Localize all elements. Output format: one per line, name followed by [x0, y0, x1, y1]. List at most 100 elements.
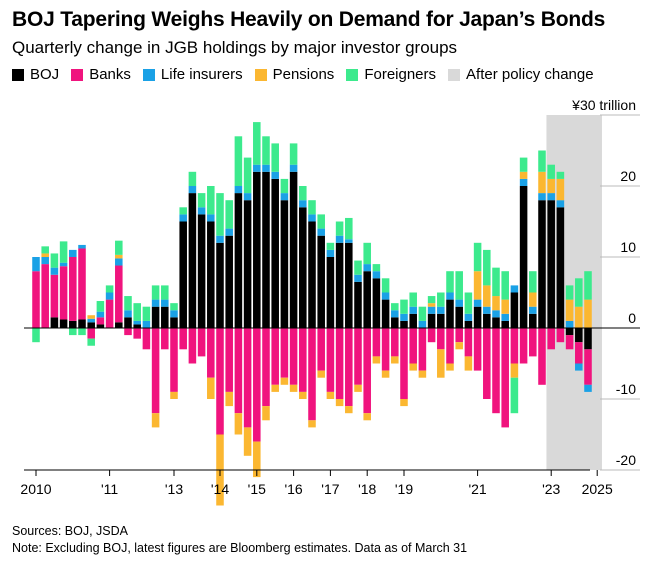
bar-boj-2021Q2: [446, 299, 454, 328]
bar-pensions-2019Q2: [372, 356, 381, 364]
sources-note: Sources: BOJ, JSDA: [12, 524, 129, 538]
bar-pensions-2016Q3: [271, 384, 279, 392]
bar-banks-2010Q4: [59, 266, 68, 320]
bar-pensions-2024Q2: [556, 178, 565, 201]
bar-life-insurers-2014Q3: [197, 207, 206, 215]
bar-life-insurers-2010Q4: [59, 262, 68, 267]
legend-label-foreigners: Foreigners: [364, 66, 437, 83]
bar-life-insurers-2024Q3: [565, 320, 574, 328]
bar-foreigners-2019Q2: [372, 264, 381, 272]
bar-boj-2011Q3: [87, 322, 95, 328]
bar-banks-2014Q2: [188, 328, 197, 364]
bar-banks-2012Q1: [105, 299, 114, 328]
x-tick-label: 2025: [582, 481, 613, 497]
bar-foreigners-2018Q3: [345, 217, 353, 240]
bar-pensions-2011Q3: [87, 315, 95, 319]
bar-pensions-2022Q2: [483, 285, 491, 307]
bar-banks-2017Q3: [308, 328, 316, 421]
bar-boj-2019Q3: [381, 299, 390, 328]
bar-foreigners-2017Q3: [308, 200, 316, 215]
bar-boj-2012Q2: [115, 322, 123, 328]
bar-banks-2014Q3: [197, 328, 206, 357]
bar-pensions-2017Q1: [289, 384, 298, 392]
bar-banks-2013Q2: [151, 328, 160, 414]
bar-foreigners-2015Q1: [216, 193, 224, 236]
bar-banks-2023Q2: [519, 328, 528, 364]
bar-life-insurers-2016Q2: [262, 164, 270, 172]
bar-life-insurers-2012Q2: [115, 258, 123, 266]
bar-life-insurers-2017Q1: [289, 164, 298, 172]
bar-pensions-2020Q2: [409, 363, 417, 371]
bar-foreigners-2025Q1: [584, 271, 592, 300]
bar-pensions-2022Q3: [492, 296, 500, 311]
legend-label-after-policy-change: After policy change: [466, 66, 594, 83]
bar-pensions-2021Q4: [464, 356, 473, 371]
bar-life-insurers-2015Q3: [234, 186, 243, 194]
bar-banks-2015Q1: [216, 328, 224, 435]
bar-banks-2019Q2: [372, 328, 381, 357]
bar-boj-2013Q4: [170, 317, 178, 328]
bar-boj-2017Q1: [289, 171, 298, 328]
bar-banks-2012Q2: [115, 265, 123, 323]
bar-foreigners-2015Q3: [234, 136, 243, 186]
bar-life-insurers-2019Q2: [372, 271, 381, 279]
bar-banks-2011Q4: [96, 317, 105, 325]
bar-pensions-2023Q1: [510, 363, 519, 378]
bar-life-insurers-2011Q1: [69, 249, 77, 257]
bar-foreigners-2020Q2: [409, 292, 417, 307]
bar-banks-2023Q4: [538, 328, 546, 385]
bar-foreigners-2016Q2: [262, 136, 270, 165]
bar-boj-2018Q1: [326, 257, 335, 328]
bar-banks-2021Q1: [437, 328, 445, 350]
y-tick-label: -20: [616, 452, 636, 468]
bar-boj-2018Q3: [345, 242, 353, 328]
bar-life-insurers-2022Q3: [492, 310, 500, 318]
bar-life-insurers-2023Q3: [529, 306, 537, 314]
bar-foreigners-2017Q2: [299, 186, 307, 201]
bar-life-insurers-2021Q2: [446, 292, 454, 300]
bar-boj-2022Q3: [492, 317, 500, 328]
bar-banks-2020Q2: [409, 328, 417, 364]
bar-life-insurers-2011Q2: [78, 244, 86, 249]
bar-boj-2014Q2: [188, 193, 197, 328]
bar-banks-2012Q3: [124, 328, 132, 336]
bar-foreigners-2019Q3: [381, 278, 390, 293]
bar-boj-2023Q3: [529, 313, 537, 328]
bar-pensions-2013Q2: [151, 413, 160, 428]
bar-boj-2019Q2: [372, 278, 381, 328]
legend-item-after-policy-change: After policy change: [448, 66, 594, 83]
x-tick-label: '11: [101, 481, 118, 497]
bar-pensions-2015Q2: [225, 391, 233, 407]
bar-life-insurers-2014Q4: [207, 214, 215, 222]
bar-life-insurers-2010Q1: [32, 257, 40, 272]
bar-boj-2023Q4: [538, 200, 546, 328]
legend-swatch-after-policy-change: [448, 68, 461, 81]
x-tick-label: '15: [248, 481, 266, 497]
bar-boj-2024Q4: [575, 328, 583, 343]
bar-foreigners-2014Q2: [188, 171, 197, 186]
bar-foreigners-2016Q4: [280, 178, 289, 194]
bar-boj-2011Q2: [78, 319, 86, 328]
bar-foreigners-2019Q4: [391, 303, 399, 311]
bar-boj-2013Q3: [161, 306, 169, 328]
bar-boj-2017Q4: [317, 235, 325, 328]
bar-banks-2017Q4: [317, 328, 325, 371]
bar-boj-2022Q4: [501, 320, 509, 328]
bar-boj-2016Q4: [280, 200, 289, 328]
x-tick-label: 2010: [20, 481, 51, 497]
legend-label-life-insurers: Life insurers: [160, 66, 243, 83]
x-tick-label: '16: [284, 481, 302, 497]
bar-pensions-2020Q3: [418, 370, 427, 378]
bar-boj-2020Q2: [409, 313, 417, 328]
legend-item-banks: Banks: [71, 66, 131, 83]
bar-pensions-2023Q2: [519, 171, 528, 179]
bar-boj-2023Q2: [519, 186, 528, 328]
legend: BOJ Banks Life insurers Pensions Foreign…: [12, 66, 606, 83]
bar-boj-2016Q1: [253, 171, 261, 328]
bar-banks-2018Q2: [335, 328, 344, 399]
bar-life-insurers-2010Q2: [41, 257, 49, 265]
bar-boj-2014Q1: [179, 221, 187, 328]
bar-life-insurers-2018Q4: [354, 274, 362, 282]
bar-boj-2012Q3: [124, 317, 132, 328]
